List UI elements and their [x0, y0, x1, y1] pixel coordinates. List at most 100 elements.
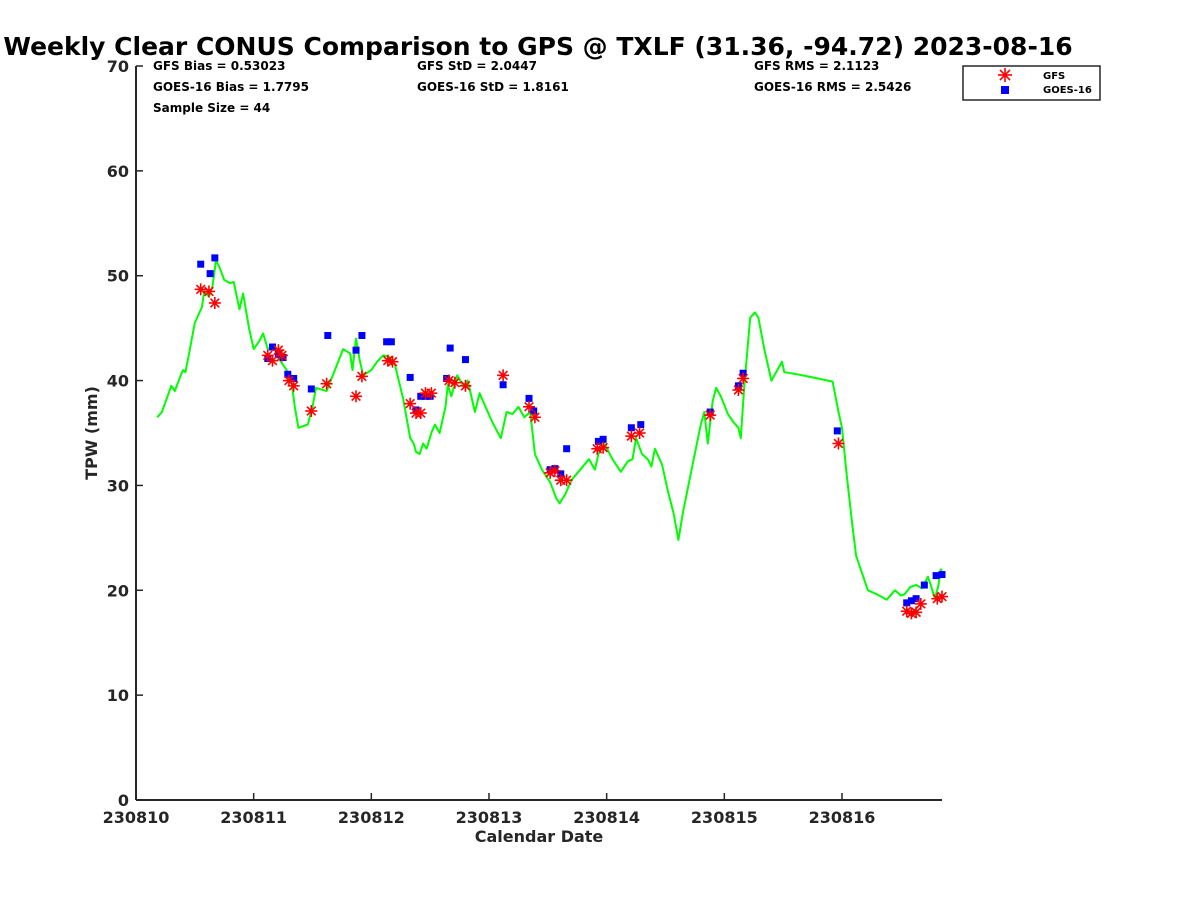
gfs-point-4	[266, 354, 279, 367]
goes-point-43	[938, 571, 946, 579]
gfs-point-6-stroke-3	[277, 350, 287, 361]
goes-point-17	[417, 392, 425, 400]
goes-point-37	[833, 427, 841, 435]
goes-point-7	[284, 370, 292, 378]
gfs-point-12	[355, 370, 368, 383]
gfs-point-21	[448, 376, 461, 389]
gfs-point-17-stroke-3	[415, 408, 426, 418]
goes-point-11	[352, 346, 360, 354]
gfs-point-15	[404, 397, 417, 410]
gfs-point-10-stroke-3	[321, 378, 332, 389]
gfs-point-23-stroke-3	[498, 370, 508, 381]
y-tick-label-3: 30	[107, 476, 129, 495]
x-axis-label: Calendar Date	[475, 827, 604, 846]
goes-point-8	[290, 374, 298, 382]
y-tick-label-4: 40	[107, 372, 129, 391]
legend-gfs-asterisk	[998, 68, 1012, 82]
legend: GFS GOES-16	[962, 65, 1101, 101]
y-tick-label-1: 10	[107, 686, 129, 705]
x-tick-label-3: 230813	[456, 808, 523, 827]
x-tick-label-2: 230812	[338, 808, 405, 827]
gfs-point-20-stroke-3	[444, 375, 454, 386]
x-tick-label-0: 230810	[103, 808, 170, 827]
y-tick-label-2: 20	[107, 581, 129, 600]
gfs-point-25	[528, 411, 541, 424]
gps-line	[156, 259, 945, 601]
goes-point-30	[594, 437, 602, 445]
stat-goes-std: GOES-16 StD = 1.8161	[417, 80, 569, 94]
gfs-point-0	[194, 283, 207, 296]
y-axis-label: TPW (mm)	[82, 386, 101, 480]
gfs-point-21-stroke-3	[449, 377, 460, 388]
gfs-point-34	[704, 409, 717, 422]
marker-series	[194, 254, 948, 620]
goes-point-15	[406, 373, 414, 381]
gfs-point-37-stroke-3	[833, 438, 844, 449]
gfs-point-40-stroke-3	[911, 607, 921, 618]
goes-point-28	[557, 470, 565, 478]
gfs-point-36-stroke-3	[738, 373, 749, 384]
y-ticks: 0 10 20 30 40 50 60 70	[107, 57, 143, 810]
x-tick-label-6: 230816	[809, 808, 876, 827]
goes-point-9	[307, 385, 315, 393]
gps-series	[156, 259, 945, 601]
gfs-point-33-stroke-3	[634, 428, 645, 438]
gfs-point-19-stroke-3	[426, 388, 437, 399]
gfs-point-29-stroke-3	[561, 475, 572, 486]
goes-point-39	[907, 597, 915, 605]
goes-point-22	[461, 356, 469, 364]
legend-goes-marker	[1001, 86, 1009, 94]
gfs-point-38-stroke-3	[901, 606, 912, 617]
goes-point-40	[912, 595, 920, 603]
gfs-point-4-stroke-3	[267, 355, 278, 366]
gfs-point-33	[633, 427, 646, 439]
legend-gfs-asterisk-stroke-3	[999, 69, 1011, 81]
goes-point-1	[206, 270, 214, 278]
gfs-point-37	[832, 437, 845, 450]
legend-goes-label: GOES-16	[1043, 85, 1092, 96]
x-ticks: 230810 230811 230812 230813 230814 230815 2308…	[103, 793, 876, 827]
gfs-point-22-stroke-3	[460, 380, 471, 391]
gfs-point-22	[459, 379, 472, 392]
stats-annotations: GFS Bias = 0.53023 GOES-16 Bias = 1.7795…	[153, 59, 911, 115]
y-tick-label-0: 0	[118, 791, 129, 810]
goes-point-23	[499, 381, 507, 389]
gfs-point-25-stroke-3	[529, 412, 540, 423]
goes-point-38	[903, 599, 911, 607]
goes-point-33	[637, 421, 645, 429]
goes-point-14	[387, 338, 395, 346]
gfs-point-14	[386, 355, 399, 368]
axes	[135, 66, 942, 801]
gfs-point-41	[914, 597, 927, 610]
gfs-point-14-stroke-3	[387, 356, 398, 367]
stat-gfs-bias: GFS Bias = 0.53023	[153, 59, 285, 73]
gfs-point-11-stroke-3	[351, 391, 361, 402]
gfs-point-1	[202, 285, 215, 298]
goes-point-13	[383, 338, 391, 346]
gfs-point-2	[208, 296, 221, 309]
stat-gfs-rms: GFS RMS = 2.1123	[754, 59, 879, 73]
gfs-point-31-stroke-3	[598, 442, 609, 453]
gfs-point-24-stroke-3	[524, 401, 534, 412]
gfs-point-5-stroke-3	[273, 345, 284, 356]
gfs-point-15-stroke-3	[405, 398, 416, 409]
gfs-point-6	[275, 349, 288, 362]
gfs-point-13-stroke-3	[382, 355, 393, 366]
goes-point-31	[599, 435, 607, 443]
goes-point-24	[525, 394, 533, 402]
gfs-point-31	[597, 441, 610, 454]
x-tick-label-5: 230815	[691, 808, 758, 827]
goes-point-2	[211, 254, 219, 262]
stat-gfs-std: GFS StD = 2.0447	[417, 59, 537, 73]
stat-goes-bias: GOES-16 Bias = 1.7795	[153, 80, 309, 94]
goes-point-25	[530, 407, 538, 415]
legend-gfs-label: GFS	[1043, 71, 1065, 82]
goes-point-29	[563, 445, 571, 453]
gfs-point-41-stroke-3	[915, 599, 926, 609]
legend-gfs-marker	[998, 68, 1012, 82]
stat-sample-size: Sample Size = 44	[153, 101, 270, 115]
goes-point-19	[426, 392, 434, 400]
gfs-point-7-stroke-3	[284, 375, 294, 386]
y-tick-label-6: 60	[107, 162, 129, 181]
stat-goes-rms: GOES-16 RMS = 2.5426	[754, 80, 911, 94]
